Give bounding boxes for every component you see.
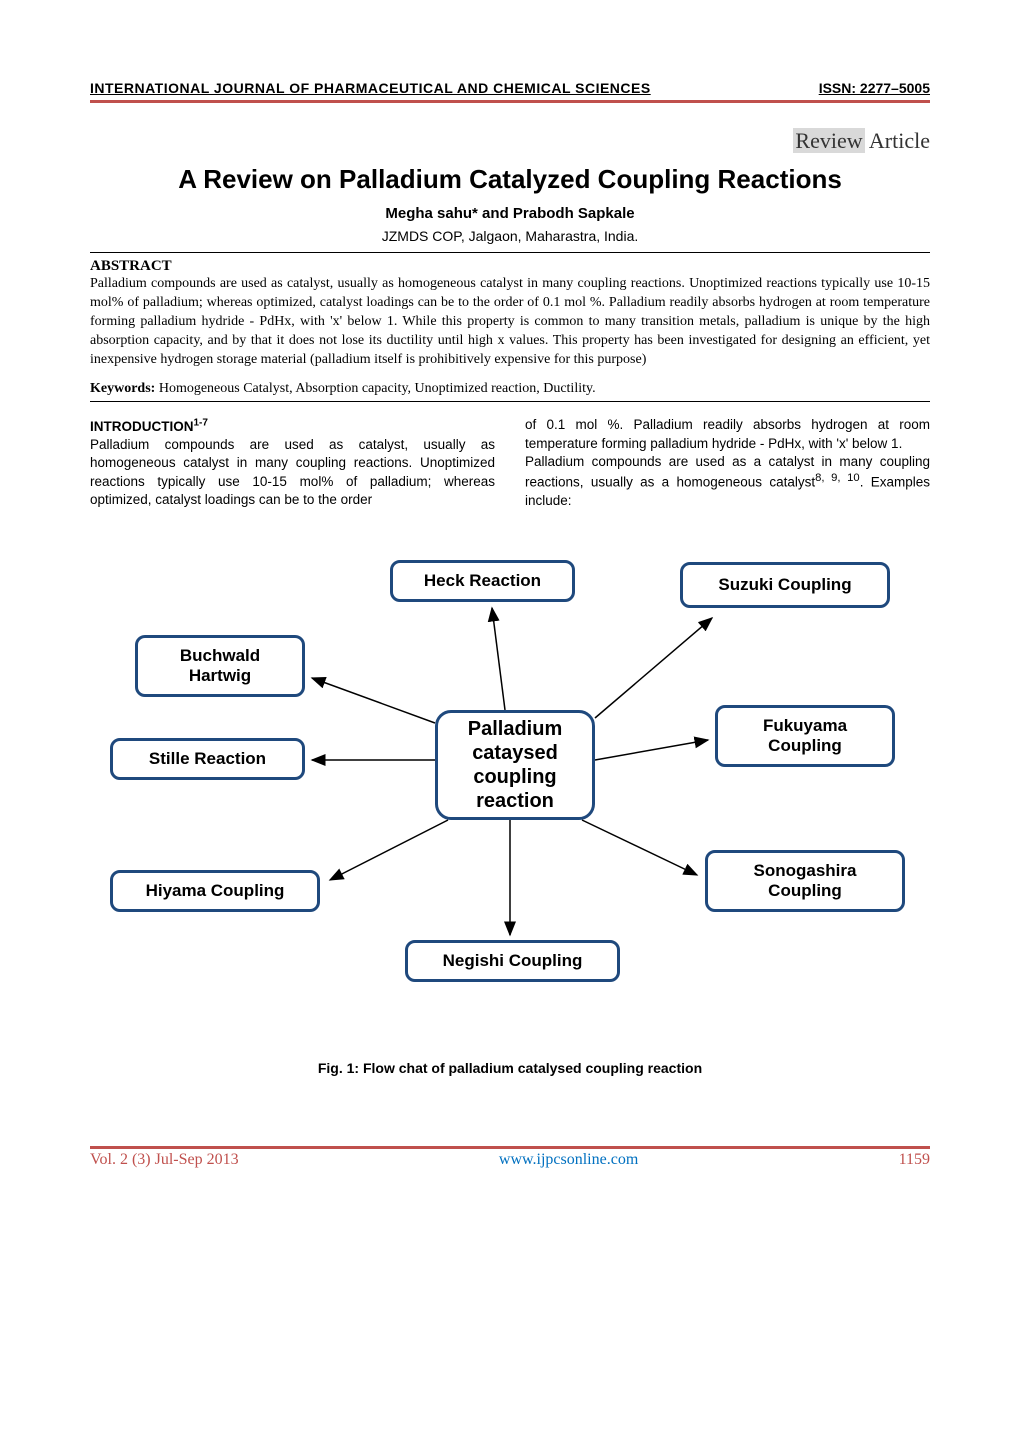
article-type-highlight: Review — [793, 128, 864, 153]
intro-col2-sup: 8, 9, 10 — [815, 472, 860, 484]
intro-heading-sup: 1-7 — [194, 417, 208, 428]
keywords-label: Keywords: — [90, 381, 155, 396]
flowchart-center-node: Palladium cataysed coupling reaction — [435, 710, 595, 820]
divider-bottom — [90, 401, 930, 402]
authors: Megha sahu* and Prabodh Sapkale — [90, 205, 930, 222]
footer-volume: Vol. 2 (3) Jul-Sep 2013 — [90, 1151, 239, 1169]
journal-header: INTERNATIONAL JOURNAL OF PHARMACEUTICAL … — [90, 80, 930, 103]
abstract-heading: ABSTRACT — [90, 258, 172, 274]
flowchart-node-heck: Heck Reaction — [390, 560, 575, 602]
divider-top — [90, 252, 930, 253]
intro-columns: INTRODUCTION1-7 Palladium compounds are … — [90, 416, 930, 510]
footer-page-number: 1159 — [899, 1151, 930, 1169]
flowchart-node-fukuyama: Fukuyama Coupling — [715, 705, 895, 767]
flowchart-node-buchwald: Buchwald Hartwig — [135, 635, 305, 697]
intro-col-left: INTRODUCTION1-7 Palladium compounds are … — [90, 416, 495, 510]
intro-col1-text: Palladium compounds are used as catalyst… — [90, 437, 495, 507]
footer-divider — [90, 1146, 930, 1149]
keywords-text: Homogeneous Catalyst, Absorption capacit… — [155, 381, 595, 396]
article-type: Review Article — [90, 128, 930, 154]
flowchart-node-sonogashira: Sonogashira Coupling — [705, 850, 905, 912]
issn: ISSN: 2277–5005 — [819, 80, 930, 96]
journal-name: INTERNATIONAL JOURNAL OF PHARMACEUTICAL … — [90, 80, 651, 96]
intro-col-right: of 0.1 mol %. Palladium readily absorbs … — [525, 416, 930, 510]
flowchart: Palladium cataysed coupling reaction Heck… — [90, 540, 930, 1020]
flowchart-node-negishi: Negishi Coupling — [405, 940, 620, 982]
flowchart-node-stille: Stille Reaction — [110, 738, 305, 780]
flowchart-node-suzuki: Suzuki Coupling — [680, 562, 890, 608]
abstract-section: ABSTRACT Palladium compounds are used as… — [90, 257, 930, 369]
figure-caption: Fig. 1: Flow chat of palladium catalysed… — [90, 1060, 930, 1076]
page-title: A Review on Palladium Catalyzed Coupling… — [90, 164, 930, 195]
abstract-body: Palladium compounds are used as catalyst… — [90, 275, 930, 369]
intro-heading: INTRODUCTION1-7 — [90, 419, 208, 434]
footer-url: www.ijpcsonline.com — [499, 1151, 638, 1169]
affiliation: JZMDS COP, Jalgaon, Maharastra, India. — [90, 228, 930, 244]
intro-col2-p1: of 0.1 mol %. Palladium readily absorbs … — [525, 417, 930, 450]
keywords: Keywords: Homogeneous Catalyst, Absorpti… — [90, 381, 930, 397]
footer: Vol. 2 (3) Jul-Sep 2013 www.ijpcsonline.… — [90, 1151, 930, 1169]
flowchart-node-hiyama: Hiyama Coupling — [110, 870, 320, 912]
article-type-rest: Article — [865, 128, 930, 153]
